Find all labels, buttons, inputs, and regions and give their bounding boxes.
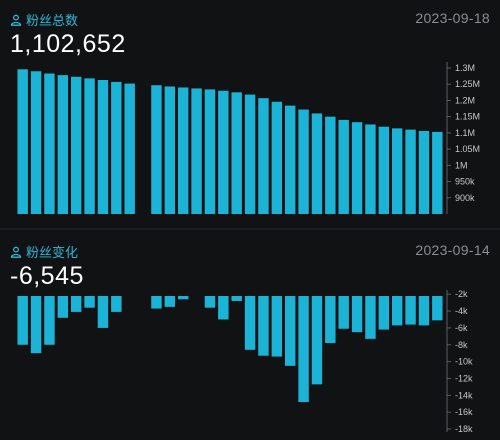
total-bar [351, 122, 363, 214]
total-followers-title-text: 粉丝总数 [26, 13, 79, 28]
total-bar [338, 119, 349, 214]
total-bar [84, 78, 95, 214]
total-bar [432, 131, 443, 214]
follower-change-title-text: 粉丝变化 [26, 245, 79, 260]
change-bar [432, 296, 443, 321]
change-bar [231, 296, 242, 301]
change-bar [325, 296, 336, 344]
user-icon [10, 246, 22, 258]
total-bar [325, 116, 336, 214]
total-bar [231, 92, 242, 214]
change-bar [44, 296, 55, 345]
change-bar [111, 296, 122, 312]
change-bar [151, 296, 162, 309]
total-bar [284, 105, 296, 214]
total-followers-panel: 粉丝总数 2023-09-18 1,102,652 900k 950k 1M 1.05… [10, 10, 490, 215]
total-followers-chart: 900k 950k 1M 1.05M 1.1M 1.15M 1.2M 1.25M 1.3M [17, 62, 480, 215]
total-tick-label: 1.1M [455, 128, 475, 138]
panel-divider [0, 228, 500, 230]
total-tick-label: 1M [455, 160, 468, 170]
change-bar [351, 296, 363, 333]
total-bar [57, 75, 69, 214]
change-bar [97, 296, 109, 328]
change-bar [365, 296, 376, 339]
total-bar [164, 86, 176, 214]
total-bar [365, 124, 376, 214]
total-tick-label: 1.2M [455, 95, 475, 105]
change-bar [271, 296, 283, 357]
follower-change-chart: -2k -4k -6k -8k -10k -12k -14k -16k -18k [17, 289, 473, 434]
total-tick-label: 1.05M [455, 144, 480, 154]
total-tick-label: 1.25M [455, 79, 480, 89]
change-bar [391, 296, 403, 326]
total-tick-label: 900k [455, 193, 475, 203]
change-tick-label: -12k [455, 373, 473, 383]
change-bar [164, 296, 176, 307]
follower-change-panel: 粉丝变化 2023-09-14 -6,545 -2k -4k -6k -8k -10k -… [0, 236, 500, 440]
change-tick-label: -4k [455, 306, 468, 316]
change-bar [298, 296, 309, 403]
change-tick-label: -6k [455, 323, 468, 333]
change-bar [70, 296, 82, 312]
total-followers-date: 2023-09-18 [415, 10, 490, 26]
total-tick-label: 1.3M [455, 63, 475, 73]
change-bar [284, 296, 296, 366]
total-bar [298, 109, 309, 214]
total-tick-label: 950k [455, 177, 475, 187]
change-tick-label: -18k [455, 424, 473, 434]
total-bar [378, 126, 390, 214]
change-bar [57, 296, 69, 318]
change-tick-label: -14k [455, 390, 473, 400]
change-tick-label: -8k [455, 340, 468, 350]
total-bar [311, 113, 323, 214]
total-tick-label: 1.15M [455, 112, 480, 122]
change-bar [244, 296, 256, 350]
total-bar [204, 89, 216, 214]
change-bar [204, 296, 216, 308]
total-bar [97, 80, 109, 214]
total-bar [70, 76, 82, 214]
change-bar [418, 296, 430, 326]
follower-change-date: 2023-09-14 [415, 242, 490, 258]
total-bar [244, 94, 256, 214]
total-followers-title: 粉丝总数 [10, 10, 78, 29]
change-bar [17, 296, 28, 345]
total-followers-value: 1,102,652 [10, 30, 126, 58]
follower-change-title: 粉丝变化 [10, 242, 78, 261]
total-bar [218, 90, 229, 214]
change-bar [177, 296, 189, 300]
total-bar [258, 98, 269, 214]
total-bar [271, 101, 283, 214]
change-bar [378, 296, 390, 330]
change-bar [338, 296, 349, 329]
change-bar [218, 296, 229, 320]
change-tick-label: -10k [455, 357, 473, 367]
total-bar [151, 85, 162, 214]
change-bar [258, 296, 269, 356]
total-bar [418, 130, 430, 214]
change-tick-label: -16k [455, 407, 473, 417]
total-bar [17, 69, 28, 214]
change-bar [30, 296, 42, 354]
total-bar [391, 128, 403, 214]
total-bar [191, 88, 202, 214]
change-bar [84, 296, 95, 308]
change-bar [311, 296, 323, 385]
total-bar [44, 73, 55, 215]
user-icon [10, 14, 22, 26]
total-bar [177, 87, 189, 214]
total-bar [30, 71, 42, 215]
change-bar [405, 296, 416, 325]
total-bar [124, 83, 135, 214]
total-bar [111, 81, 122, 214]
change-tick-label: -2k [455, 289, 468, 299]
follower-change-value: -6,545 [10, 262, 84, 290]
total-bar [405, 129, 416, 214]
